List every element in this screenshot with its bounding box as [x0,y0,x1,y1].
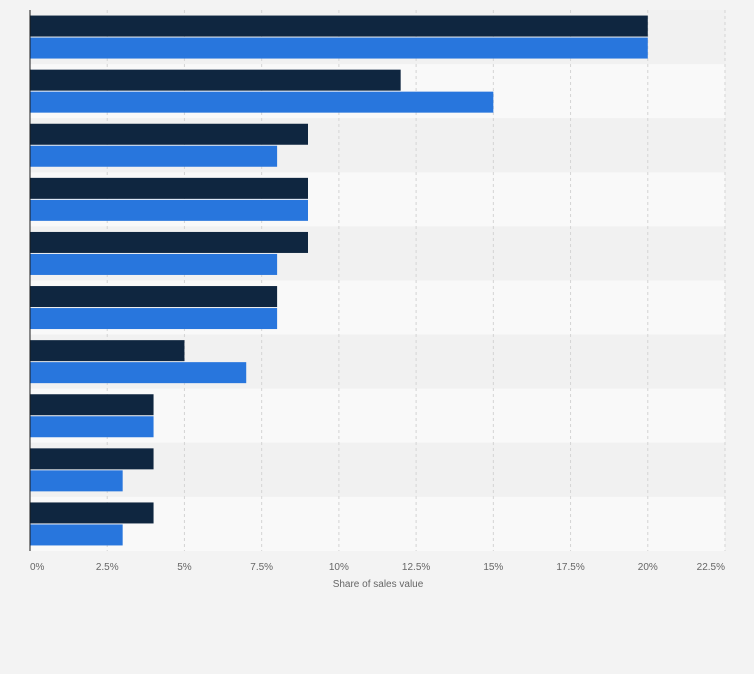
x-tick-labels: 0% 2.5% 5% 7.5% 10% 12.5% 15% 17.5% 20% 22.5% [30,562,725,573]
x-tick-label: 17.5% [556,562,584,573]
bar-series2-row4 [30,199,308,221]
bar-series1-row9 [30,448,154,470]
x-axis-label: Share of sales value [333,579,424,590]
bar-series2-row5 [30,253,278,275]
bar-series1-row3 [30,123,308,145]
bar-series1-row2 [30,69,401,91]
x-tick-label: 20% [638,562,658,573]
bar-series2-row3 [30,145,278,167]
bar-series1-row5 [30,231,308,253]
bar-series1-row8 [30,394,154,416]
x-tick-label: 15% [483,562,503,573]
bar-series2-row9 [30,470,123,492]
bar-series2-row6 [30,308,278,330]
x-tick-label: 12.5% [402,562,430,573]
bar-series2-row1 [30,37,648,59]
x-tick-label: 5% [177,562,192,573]
bar-series2-row10 [30,524,123,546]
x-tick-label: 7.5% [250,562,273,573]
x-tick-label: 2.5% [96,562,119,573]
bar-series2-row7 [30,362,247,384]
bar-series1-row4 [30,177,308,199]
bar-series2-row8 [30,416,154,438]
bar-series1-row1 [30,15,648,37]
bar-series1-row10 [30,502,154,524]
bars-group [30,15,648,546]
bar-series1-row7 [30,340,185,362]
x-tick-label: 0% [30,562,45,573]
bar-series1-row6 [30,286,278,308]
x-tick-label: 10% [329,562,349,573]
x-tick-label: 22.5% [697,562,725,573]
row-bands [30,10,725,551]
bar-series2-row2 [30,91,494,113]
